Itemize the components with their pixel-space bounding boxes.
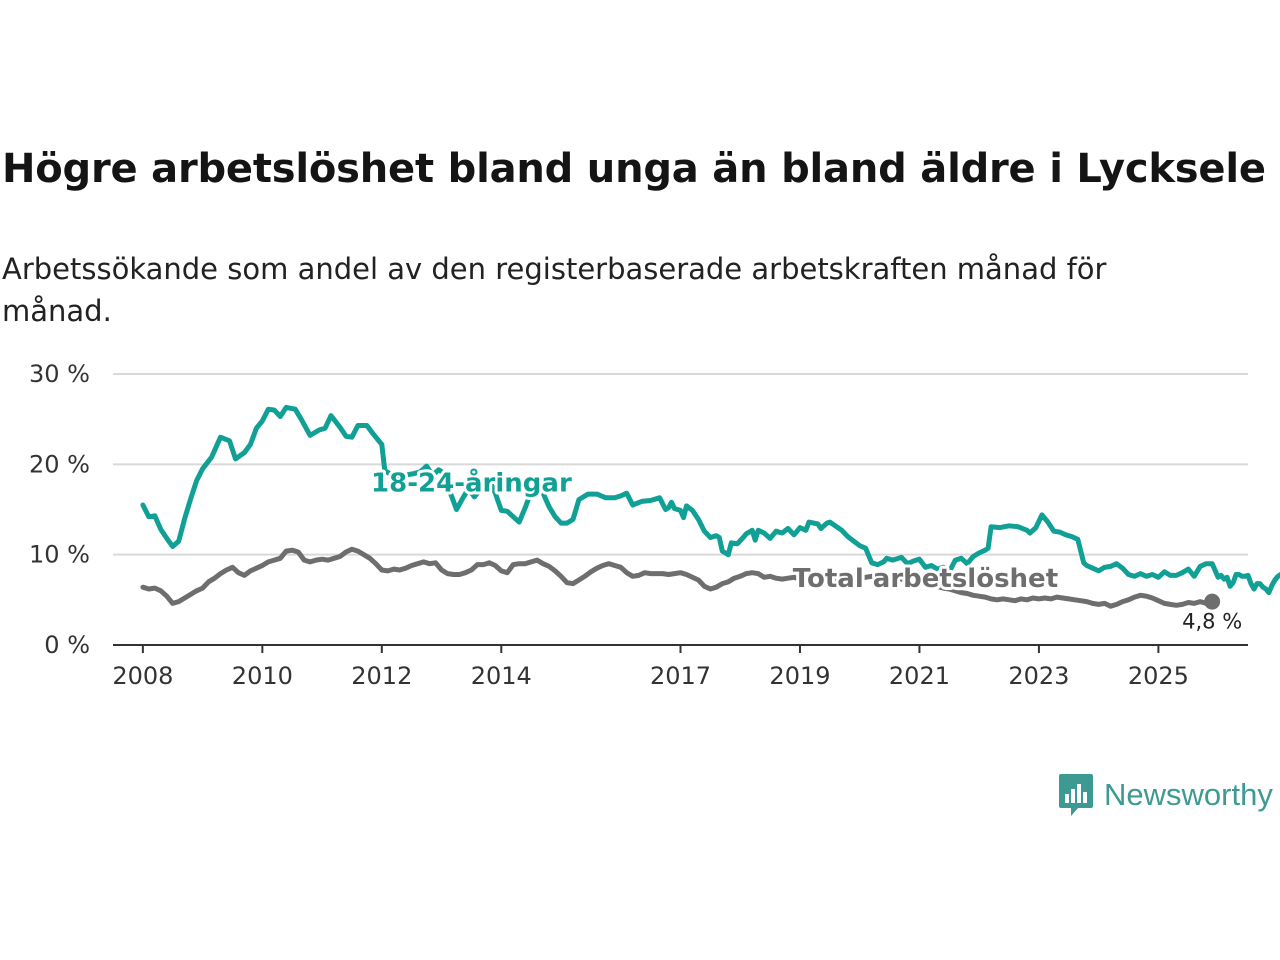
series-line [140,546,1215,609]
series-line [140,404,1280,596]
y-tick-label: 0 % [44,631,90,659]
x-tick-label: 2019 [769,662,830,690]
x-tick-label: 2023 [1008,662,1069,690]
x-tick-label: 2008 [112,662,173,690]
x-tick-label: 2017 [650,662,711,690]
x-tick-label: 2025 [1128,662,1189,690]
line-chart: 0 % 10 % 20 % 30 % 2008 2010 2012 2014 2017 2019… [29,360,1280,690]
series-label-total: Total arbetslöshet [793,564,1058,594]
newsworthy-logo-icon [1059,774,1093,816]
x-tick-label: 2014 [471,662,532,690]
series-end-point [1204,593,1221,610]
y-tick-label: 30 % [29,360,90,388]
y-tick-label: 20 % [29,450,90,478]
grid-lines [113,373,1248,556]
y-axis-labels: 0 % 10 % 20 % 30 % [29,360,90,659]
y-tick-label: 10 % [29,541,90,569]
chart-subtitle: Arbetssökande som andel av den registerb… [2,252,1107,328]
x-tick-label: 2021 [889,662,950,690]
newsworthy-logo[interactable]: Newsworthy [1058,772,1273,818]
newsworthy-logo-text: Newsworthy [1104,777,1273,812]
chart-title: Högre arbetslöshet bland unga än bland ä… [2,146,1266,192]
x-tick-label: 2012 [351,662,412,690]
x-axis-labels: 2008 2010 2012 2014 2017 2019 2021 2023 2025 [112,645,1189,690]
x-tick-label: 2010 [232,662,293,690]
series-label-young: 18-24-åringar [371,466,572,498]
end-value-label-total: 4,8 % [1182,610,1242,634]
series-lines [140,404,1280,610]
